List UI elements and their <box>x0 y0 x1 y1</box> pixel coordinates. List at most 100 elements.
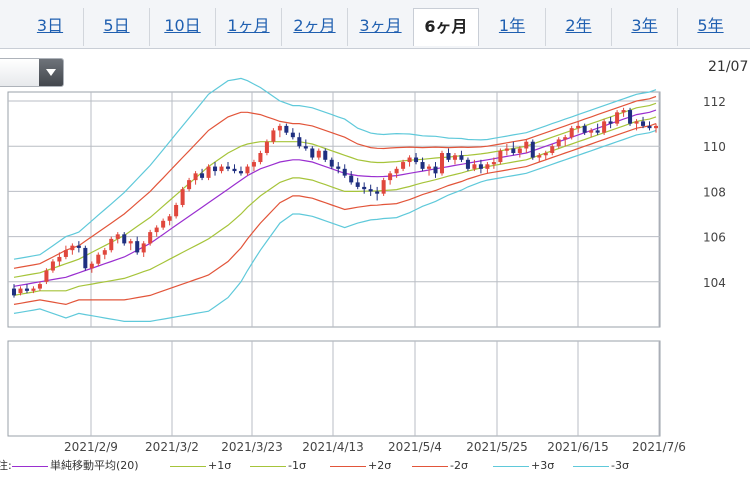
legend-item-5: +3σ <box>493 458 554 474</box>
series-line-3 <box>13 95 657 269</box>
legend-label-6: -3σ <box>611 459 629 472</box>
candle-body-25 <box>174 204 179 217</box>
candle-body-24 <box>167 216 172 221</box>
candle-body-13 <box>96 254 101 264</box>
candle-body-5 <box>44 270 49 282</box>
candle-body-71 <box>472 164 477 169</box>
tab-9[interactable]: 2年 <box>545 8 611 46</box>
legend-item-1: +1σ <box>170 458 231 474</box>
legend-label-4: -2σ <box>450 459 468 472</box>
tab-10[interactable]: 3年 <box>611 8 677 46</box>
tab-1[interactable]: 3日 <box>36 16 64 35</box>
candle-body-76 <box>504 148 509 151</box>
candle-body-40 <box>271 130 276 142</box>
legend-swatch-0 <box>12 465 48 467</box>
series-line-2 <box>13 116 657 296</box>
legend: 注: 単純移動平均(20) +1σ -1σ +2σ -2σ +3σ -3σ <box>0 458 750 474</box>
candle-body-58 <box>388 173 393 181</box>
candle-body-55 <box>368 189 373 192</box>
legend-label-0: 単純移動平均(20) <box>50 459 139 472</box>
candle-body-79 <box>524 141 529 149</box>
tab-3[interactable]: 10日 <box>149 8 215 46</box>
candle-body-72 <box>478 164 483 169</box>
candle-body-78 <box>517 148 522 154</box>
candle-body-11 <box>83 247 88 269</box>
candle-body-19 <box>135 241 140 253</box>
tab-5[interactable]: 2ヶ月 <box>281 8 347 46</box>
candle-body-57 <box>381 180 386 194</box>
legend-swatch-3 <box>330 465 366 467</box>
candle-body-99 <box>653 125 659 129</box>
legend-swatch-4 <box>412 465 448 467</box>
candle-body-83 <box>550 146 555 154</box>
candle-body-77 <box>511 148 516 154</box>
candle-body-94 <box>621 110 626 113</box>
candle-body-51 <box>342 168 347 176</box>
series-line-1 <box>13 102 657 278</box>
tab-6[interactable]: 3ヶ月 <box>347 8 413 46</box>
candle-body-46 <box>310 148 315 158</box>
legend-swatch-6 <box>573 465 609 467</box>
x-tick-label-1: 2021/3/2 <box>145 440 199 454</box>
series-line-5 <box>13 77 657 260</box>
tab-7[interactable]: 6ヶ月 <box>413 8 479 46</box>
x-tick-label-6: 2021/6/15 <box>547 440 609 454</box>
candle-body-69 <box>459 155 464 160</box>
x-tick-label-0: 2021/2/9 <box>64 440 118 454</box>
candle-body-27 <box>187 180 192 190</box>
indicator-select[interactable] <box>0 58 64 87</box>
legend-item-0: 単純移動平均(20) <box>12 458 139 474</box>
period-tab-bar: 3日 5日 10日 1ヶ月 2ヶ月 3ヶ月 6ヶ月 1年 2年 3年 5年 <box>0 0 750 49</box>
candle-body-18 <box>128 241 133 244</box>
candle-body-82 <box>543 153 548 156</box>
candle-body-34 <box>232 168 237 172</box>
candle-body-33 <box>225 166 231 169</box>
candle-body-54 <box>362 186 367 190</box>
chevron-down-icon[interactable] <box>39 59 63 86</box>
header-date: 21/07 <box>708 59 749 75</box>
x-tick-label-3: 2021/4/13 <box>302 440 364 454</box>
candle-body-44 <box>297 137 302 147</box>
tab-4[interactable]: 1ヶ月 <box>215 8 281 46</box>
legend-item-3: +2σ <box>330 458 391 474</box>
y-tick-label-3: 110 <box>703 140 726 154</box>
y-tick-label-1: 106 <box>703 231 726 245</box>
candle-body-43 <box>290 132 295 138</box>
candle-body-48 <box>323 150 328 160</box>
candle-body-70 <box>465 159 470 169</box>
candle-body-96 <box>634 121 639 124</box>
candle-body-67 <box>446 153 451 160</box>
candle-body-84 <box>556 139 561 147</box>
candle-body-37 <box>251 162 256 167</box>
candle-body-61 <box>407 157 412 163</box>
y-tick-label-0: 104 <box>703 276 726 290</box>
tab-8[interactable]: 1年 <box>498 16 526 35</box>
candle-body-90 <box>595 130 600 133</box>
candle-body-88 <box>582 125 587 133</box>
candle-body-98 <box>647 125 652 129</box>
candle-body-4 <box>37 284 42 289</box>
candle-body-65 <box>433 166 438 174</box>
series-line-4 <box>13 123 657 306</box>
candle-body-26 <box>180 189 185 205</box>
candle-body-17 <box>122 234 127 244</box>
candle-body-9 <box>70 245 75 251</box>
candle-body-85 <box>563 137 568 140</box>
candle-body-64 <box>427 166 432 169</box>
series-line-0 <box>13 109 657 287</box>
legend-swatch-2 <box>250 465 286 467</box>
candle-body-23 <box>161 220 166 228</box>
candle-body-12 <box>89 263 94 269</box>
candle-body-41 <box>277 125 282 131</box>
candle-body-49 <box>329 159 334 167</box>
legend-label-1: +1σ <box>208 459 232 472</box>
candle-body-31 <box>213 166 218 172</box>
tab-2[interactable]: 5日 <box>83 8 149 46</box>
candle-body-32 <box>219 166 224 172</box>
series-line-6 <box>13 129 657 322</box>
legend-item-2: -1σ <box>250 458 306 474</box>
candle-body-63 <box>420 162 425 169</box>
candle-body-7 <box>57 256 62 262</box>
candle-body-14 <box>102 250 107 255</box>
tab-11[interactable]: 5年 <box>677 8 743 46</box>
